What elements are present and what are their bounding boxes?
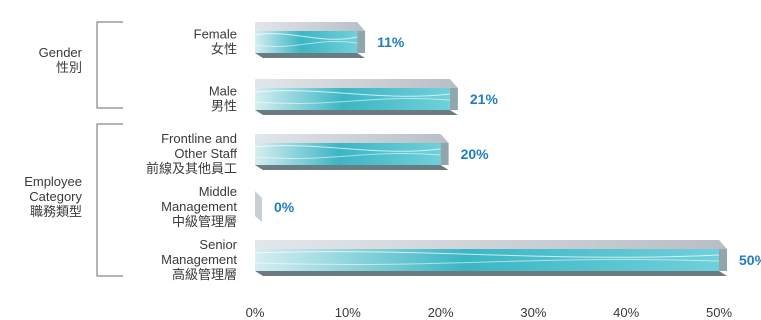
group-label: Gender bbox=[39, 45, 83, 60]
bar-front-face bbox=[255, 249, 719, 271]
bar-top-face bbox=[255, 134, 449, 143]
category-label: Female bbox=[194, 27, 237, 42]
bar-sheen bbox=[254, 145, 441, 152]
category-label: Other Staff bbox=[174, 146, 237, 161]
category-label: Frontline and bbox=[161, 131, 237, 146]
category-label: Male bbox=[209, 84, 237, 99]
group-label: 職務類型 bbox=[30, 204, 82, 219]
data-labels: 11% 21% 20% 0% 50% bbox=[274, 34, 761, 268]
bar-4 bbox=[254, 240, 727, 276]
bar-bottom-face bbox=[255, 53, 366, 58]
bar-sheen bbox=[254, 97, 450, 105]
bars bbox=[254, 22, 727, 276]
data-label: 50% bbox=[739, 252, 761, 268]
data-label: 20% bbox=[461, 146, 490, 162]
bar-sheen bbox=[254, 258, 720, 266]
bar-front-face bbox=[255, 31, 358, 53]
group-bracket bbox=[96, 123, 123, 277]
x-tick-label: 10% bbox=[335, 305, 361, 320]
category-label: Senior bbox=[199, 237, 237, 252]
bar-bottom-face bbox=[255, 165, 449, 170]
x-axis: 0% 10% 20% 30% 40% 50% bbox=[246, 305, 733, 320]
x-tick-label: 20% bbox=[428, 305, 454, 320]
bar-side-face bbox=[440, 143, 449, 165]
group-bracket bbox=[96, 21, 123, 109]
data-label: 0% bbox=[274, 199, 295, 215]
bar-0 bbox=[254, 22, 366, 58]
category-label: Middle bbox=[199, 184, 237, 199]
category-label: Management bbox=[161, 252, 237, 267]
category-label: 女性 bbox=[211, 42, 237, 57]
x-tick-label: 40% bbox=[613, 305, 639, 320]
bar-bottom-face bbox=[255, 110, 458, 115]
bar-top-face bbox=[255, 240, 727, 249]
x-tick-label: 30% bbox=[520, 305, 546, 320]
bar-sheen bbox=[254, 153, 441, 159]
bar-top-face bbox=[255, 79, 458, 88]
bar-2 bbox=[254, 134, 449, 170]
bar-sheen bbox=[254, 90, 450, 97]
category-label: 高級管理層 bbox=[172, 267, 237, 282]
bar-sheen bbox=[254, 251, 720, 258]
category-label: 前線及其他員工 bbox=[146, 161, 237, 176]
data-label: 11% bbox=[377, 34, 405, 50]
bar-front-face bbox=[255, 143, 441, 165]
bar-sheen bbox=[254, 40, 358, 48]
bar-side-face bbox=[719, 249, 727, 271]
bar-zero-sliver bbox=[255, 191, 262, 222]
bar-3 bbox=[255, 191, 262, 222]
bar-side-face bbox=[357, 31, 366, 53]
group-label: Employee bbox=[24, 174, 82, 189]
bar-top-face bbox=[255, 22, 366, 31]
category-label: 男性 bbox=[211, 99, 237, 114]
bar-side-face bbox=[449, 88, 458, 110]
x-tick-label: 50% bbox=[706, 305, 732, 320]
bar-sheen bbox=[254, 33, 358, 40]
bar-1 bbox=[254, 79, 458, 115]
bar-bottom-face bbox=[255, 271, 727, 276]
bar-front-face bbox=[255, 88, 450, 110]
data-label: 21% bbox=[470, 91, 499, 107]
category-label: 中級管理層 bbox=[172, 214, 237, 229]
group-label: 性別 bbox=[56, 60, 82, 75]
group-label: Category bbox=[29, 189, 82, 204]
category-label: Management bbox=[161, 199, 237, 214]
x-tick-label: 0% bbox=[246, 305, 265, 320]
group-brackets bbox=[96, 21, 123, 277]
